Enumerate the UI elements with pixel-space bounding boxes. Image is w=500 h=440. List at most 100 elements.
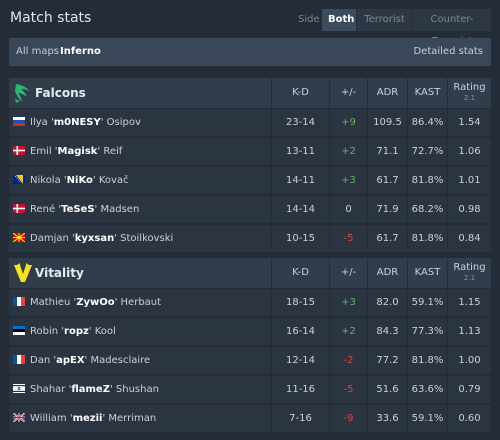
player-kast: 81.8% — [407, 167, 447, 194]
player-first-name: Robin ' — [30, 326, 65, 337]
player-kd: 10-15 — [271, 225, 329, 252]
player-kast: 59.1% — [407, 405, 447, 432]
player-first-name: Dan ' — [30, 355, 57, 366]
player-name[interactable]: Damjan 'kyxsan' Stoilkovski — [30, 225, 173, 252]
player-rating: 1.15 — [447, 289, 491, 316]
side-terrorist-button[interactable]: Terrorist — [357, 9, 412, 31]
page-title: Match stats — [10, 10, 92, 26]
player-adr: 82.0 — [367, 289, 407, 316]
player-first-name: Ilya ' — [30, 117, 54, 128]
player-plus-minus: +2 — [329, 138, 367, 165]
falcon-logo-icon — [13, 82, 33, 104]
player-kast: 81.8% — [407, 225, 447, 252]
team-name[interactable]: Vitality — [35, 266, 84, 280]
column-header-plus-minus: +/- — [329, 78, 367, 108]
player-nickname: Magisk — [57, 146, 98, 157]
player-name[interactable]: Robin 'ropz' Kool — [30, 318, 116, 345]
rating-version: 2.1 — [463, 94, 476, 102]
player-rating: 0.98 — [447, 196, 491, 223]
player-kast: 72.7% — [407, 138, 447, 165]
france-flag-icon — [13, 297, 25, 306]
all-maps-tab[interactable]: All maps — [16, 46, 60, 57]
player-first-name: Mathieu ' — [30, 297, 77, 308]
player-plus-minus: +3 — [329, 289, 367, 316]
player-nickname: flameZ — [71, 384, 110, 395]
rating-label: Rating — [453, 82, 486, 93]
player-plus-minus: +9 — [329, 109, 367, 136]
column-header-kd: K-D — [271, 78, 329, 108]
player-row: René 'TeSeS' Madsen 14-14 0 71.9 68.2% 0.98 — [9, 195, 491, 223]
player-plus-minus: -2 — [329, 347, 367, 374]
player-row: Dan 'apEX' Madesclaire 12-14 -2 77.2 81.8% 1.… — [9, 346, 491, 374]
player-last-name: ' Kool — [88, 326, 116, 337]
rating-version: 2.1 — [463, 274, 476, 282]
player-last-name: ' Reif — [97, 146, 123, 157]
player-last-name: ' Herbaut — [114, 297, 162, 308]
player-name[interactable]: Shahar 'flameZ' Shushan — [30, 376, 159, 403]
player-plus-minus: +3 — [329, 167, 367, 194]
macedonia-flag-icon — [12, 232, 26, 243]
team-name[interactable]: Falcons — [35, 86, 86, 100]
detailed-stats-link[interactable]: Detailed stats — [413, 46, 483, 57]
player-first-name: René ' — [30, 204, 62, 215]
player-nickname: ZywOo — [76, 297, 115, 308]
column-header-adr: ADR — [367, 258, 407, 288]
player-row: Mathieu 'ZywOo' Herbaut 18-15 +3 82.0 59.1% 1… — [9, 288, 491, 316]
player-name[interactable]: René 'TeSeS' Madsen — [30, 196, 139, 223]
player-name[interactable]: Mathieu 'ZywOo' Herbaut — [30, 289, 161, 316]
side-both-button[interactable]: Both — [322, 9, 356, 31]
player-kast: 81.8% — [407, 347, 447, 374]
column-header-kast: KAST — [407, 258, 447, 288]
player-last-name: ' Stoilkovski — [114, 233, 174, 244]
player-rating: 0.84 — [447, 225, 491, 252]
player-plus-minus: +2 — [329, 318, 367, 345]
column-header-kd: K-D — [271, 258, 329, 288]
israel-flag-icon — [13, 384, 25, 393]
rating-label: Rating — [453, 262, 486, 273]
player-name[interactable]: William 'mezii' Merriman — [30, 405, 156, 432]
column-header-rating: Rating 2.1 — [447, 78, 491, 108]
player-kast: 77.3% — [407, 318, 447, 345]
player-first-name: Damjan ' — [30, 233, 75, 244]
uk-flag-icon — [12, 412, 26, 423]
player-last-name: ' Madesclaire — [84, 355, 151, 366]
player-last-name: ' Merriman — [102, 413, 157, 424]
denmark-flag-icon — [13, 204, 25, 213]
player-row: Shahar 'flameZ' Shushan 11-16 -5 51.6 63.6% 0… — [9, 375, 491, 403]
player-last-name: ' Shushan — [109, 384, 159, 395]
player-first-name: Emil ' — [30, 146, 58, 157]
player-adr: 61.7 — [367, 225, 407, 252]
player-rating: 1.54 — [447, 109, 491, 136]
player-name[interactable]: Nikola 'NiKo' Kovač — [30, 167, 129, 194]
player-adr: 33.6 — [367, 405, 407, 432]
player-name[interactable]: Emil 'Magisk' Reif — [30, 138, 122, 165]
player-kd: 16-14 — [271, 318, 329, 345]
map-tab-inferno[interactable]: Inferno — [60, 46, 101, 57]
player-kast: 68.2% — [407, 196, 447, 223]
player-rating: 0.79 — [447, 376, 491, 403]
player-kd: 14-11 — [271, 167, 329, 194]
player-nickname: ropz — [64, 326, 89, 337]
player-row: William 'mezii' Merriman 7-16 -9 33.6 59.1% 0… — [9, 404, 491, 432]
player-adr: 71.9 — [367, 196, 407, 223]
side-label: Side — [298, 14, 320, 25]
player-name[interactable]: Ilya 'm0NESY' Osipov — [30, 109, 141, 136]
player-rating: 1.00 — [447, 347, 491, 374]
player-adr: 109.5 — [367, 109, 407, 136]
side-counter-terrorist-button[interactable]: Counter-Terrorist — [413, 9, 491, 47]
player-kd: 14-14 — [271, 196, 329, 223]
player-name[interactable]: Dan 'apEX' Madesclaire — [30, 347, 150, 374]
player-kast: 59.1% — [407, 289, 447, 316]
player-last-name: ' Kovač — [92, 175, 129, 186]
column-header-rating: Rating 2.1 — [447, 258, 491, 288]
team-header: Vitality K-D +/- ADR KAST Rating 2.1 — [9, 258, 491, 288]
player-rating: 1.01 — [447, 167, 491, 194]
player-nickname: mezii — [72, 413, 103, 424]
player-rating: 1.13 — [447, 318, 491, 345]
team-header: Falcons K-D +/- ADR KAST Rating 2.1 — [9, 78, 491, 108]
player-kd: 18-15 — [271, 289, 329, 316]
player-kd: 11-16 — [271, 376, 329, 403]
player-row: Damjan 'kyxsan' Stoilkovski 10-15 -5 61.7 81… — [9, 224, 491, 252]
player-nickname: m0NESY — [53, 117, 101, 128]
player-row: Nikola 'NiKo' Kovač 14-11 +3 61.7 81.8% 1.01 — [9, 166, 491, 194]
